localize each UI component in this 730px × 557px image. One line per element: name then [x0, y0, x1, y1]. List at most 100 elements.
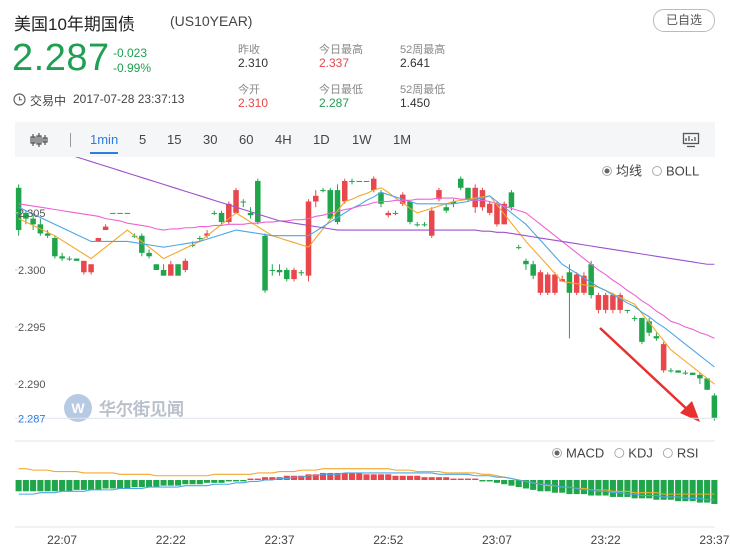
candle-body — [298, 272, 305, 274]
candle-body — [334, 190, 341, 223]
candle-body — [639, 317, 645, 342]
candle-body — [479, 190, 486, 208]
x-tick-label: 22:52 — [373, 533, 403, 547]
period-tab[interactable]: 1W — [352, 132, 372, 147]
radio — [662, 448, 673, 458]
macd-bar — [348, 472, 356, 480]
macd-bar — [182, 480, 189, 485]
macd-bar — [551, 480, 558, 493]
candle-body — [356, 180, 363, 182]
legend-item[interactable]: MACD — [552, 446, 605, 461]
candle-body — [544, 274, 551, 293]
current-price-label: 2.287 — [18, 413, 46, 425]
candle-body — [370, 178, 377, 191]
candle-body — [342, 180, 348, 202]
candle-body — [139, 235, 145, 253]
change-percent: -0.99% — [113, 61, 152, 75]
legend-item[interactable]: BOLL — [652, 164, 700, 179]
ma-line — [74, 157, 715, 265]
radio — [652, 166, 663, 176]
macd-bar — [51, 480, 58, 492]
stat-value: 2.310 — [238, 56, 269, 70]
candle-body — [494, 203, 500, 225]
period-tab[interactable]: 4H — [275, 132, 292, 147]
macd-bar — [609, 480, 616, 497]
macd-bar — [377, 474, 385, 480]
macd-bar — [573, 480, 580, 495]
candle-body — [204, 233, 210, 236]
macd-bar — [493, 480, 500, 483]
macd-bar — [37, 480, 44, 492]
x-tick-label: 22:37 — [265, 533, 295, 547]
legend-item[interactable]: RSI — [662, 446, 699, 461]
period-tab[interactable]: 60 — [239, 132, 254, 147]
macd-bar — [443, 477, 450, 480]
macd-bar — [406, 475, 414, 480]
candle-body — [313, 195, 319, 202]
macd-bar — [334, 472, 341, 480]
fullscreen-icon[interactable] — [682, 132, 700, 148]
macd-bar — [530, 480, 537, 490]
x-tick-label: 23:07 — [482, 533, 512, 547]
macd-bar — [247, 478, 254, 480]
candle-body — [537, 272, 544, 293]
candle-body — [233, 190, 239, 213]
ma-line — [18, 191, 715, 368]
macd-bar — [80, 480, 87, 490]
candle-body — [472, 187, 478, 208]
radio-dot — [604, 168, 610, 174]
period-tab[interactable]: 1min — [90, 132, 119, 154]
macd-bar — [327, 472, 334, 480]
macd-bar — [30, 480, 37, 492]
legend-item[interactable]: 均线 — [602, 164, 643, 179]
legend-item[interactable]: KDJ — [614, 446, 653, 461]
macd-bar — [240, 480, 247, 482]
macd-bar — [696, 480, 703, 503]
y-tick-label: 2.290 — [18, 379, 46, 391]
macd-bar — [363, 474, 370, 480]
candle-body — [240, 201, 247, 203]
candle-body — [218, 212, 225, 223]
macd-bar — [305, 474, 312, 480]
candle-body — [530, 264, 536, 276]
candle-body — [146, 252, 152, 257]
watermark-logo — [64, 394, 92, 422]
period-tab[interactable]: 5 — [139, 132, 147, 147]
period-tab[interactable]: 1D — [313, 132, 330, 147]
candle-body — [262, 235, 268, 291]
macd-bar — [138, 480, 145, 488]
macd-bar — [559, 480, 566, 493]
candle-body — [689, 372, 696, 375]
candle-body — [385, 212, 391, 216]
period-tab[interactable]: 1M — [393, 132, 412, 147]
macd-bar — [501, 480, 508, 485]
candle-body — [363, 180, 370, 182]
watermark: 华尔街见闻 — [99, 399, 184, 419]
candle-body — [631, 317, 638, 319]
macd-bar — [617, 480, 624, 497]
candle-body — [682, 372, 689, 374]
legend-label: KDJ — [628, 446, 653, 461]
candle-body — [255, 180, 261, 223]
symbol-code: (US10YEAR) — [170, 13, 253, 29]
chart-type-icon[interactable] — [30, 132, 48, 148]
candle-body — [595, 295, 602, 310]
macd-bar — [646, 480, 653, 499]
macd-bar — [88, 480, 95, 490]
stat-value: 2.641 — [400, 56, 431, 70]
candle-body — [88, 264, 94, 273]
macd-bar — [537, 480, 544, 492]
macd-bar — [44, 480, 51, 492]
macd-bar — [225, 480, 232, 482]
candle-body — [15, 187, 22, 231]
period-tab[interactable]: 30 — [203, 132, 218, 147]
macd-line — [18, 472, 715, 501]
watchlist-button[interactable]: 已自选 — [653, 9, 715, 32]
macd-bar — [95, 480, 102, 490]
watermark-logo-mark: W — [71, 400, 85, 416]
macd-bar — [653, 480, 660, 500]
x-tick-label: 23:22 — [591, 533, 621, 547]
candle-body — [523, 260, 529, 265]
period-tab[interactable]: 15 — [167, 132, 182, 147]
candle-body — [124, 212, 131, 214]
